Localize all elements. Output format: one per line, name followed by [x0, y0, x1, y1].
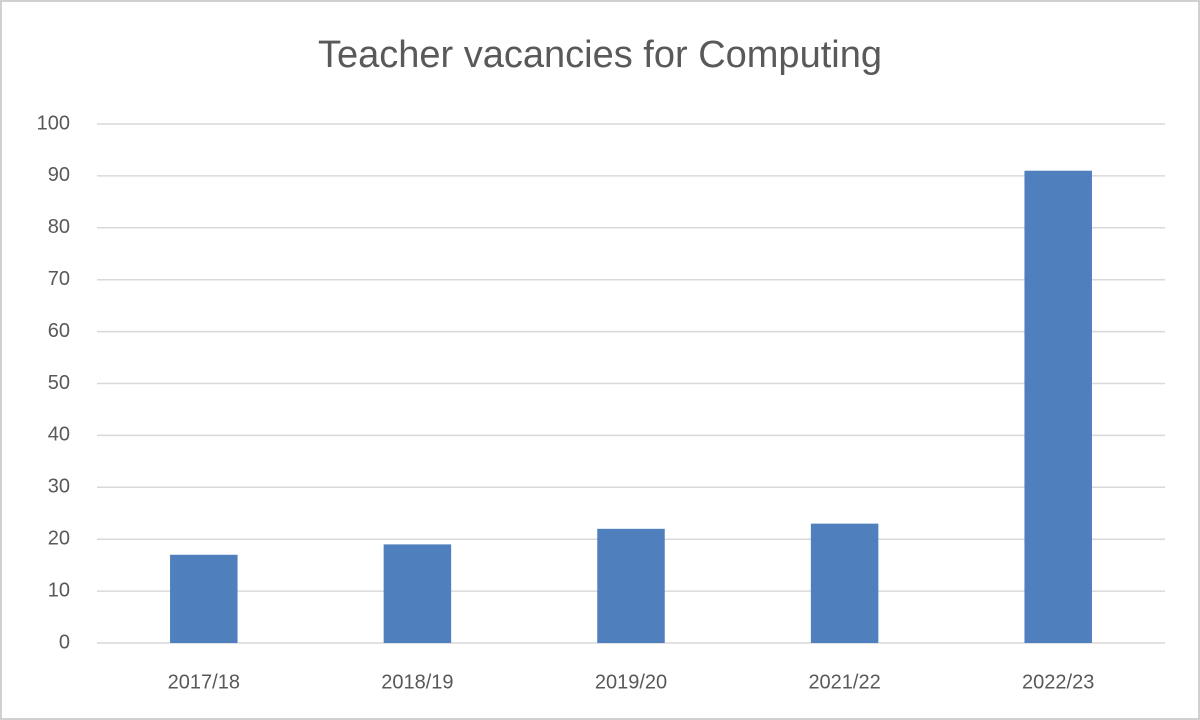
x-tick-label: 2019/20 — [595, 671, 667, 693]
bar — [810, 523, 879, 643]
y-tick-label: 100 — [37, 112, 70, 134]
bar — [170, 554, 238, 643]
y-tick-label: 20 — [48, 527, 70, 549]
y-tick-label: 30 — [48, 476, 70, 498]
x-tick-label: 2018/19 — [381, 671, 453, 693]
y-tick-label: 40 — [48, 424, 70, 446]
bar — [1024, 170, 1092, 643]
x-tick-label: 2021/22 — [808, 671, 880, 693]
y-tick-label: 50 — [48, 372, 70, 394]
bar — [597, 528, 665, 643]
y-tick-label: 90 — [48, 164, 70, 186]
x-tick-label: 2022/23 — [1022, 671, 1094, 693]
x-tick-label: 2017/18 — [168, 671, 240, 693]
chart-title: Teacher vacancies for Computing — [318, 34, 882, 76]
y-tick-label: 0 — [59, 631, 70, 653]
y-tick-label: 60 — [48, 320, 70, 342]
bar — [383, 544, 452, 643]
y-tick-label: 80 — [48, 216, 70, 238]
y-tick-label: 10 — [48, 579, 70, 601]
y-tick-label: 70 — [48, 268, 70, 290]
